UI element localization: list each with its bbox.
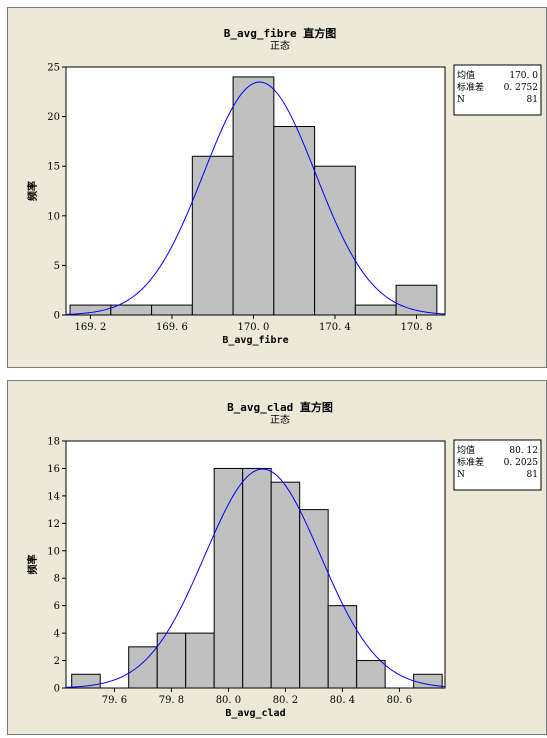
y-tick-label: 0 — [54, 684, 60, 695]
y-axis-label: 频率 — [26, 181, 39, 201]
legend-stat-value: 0. 2025 — [504, 458, 539, 468]
histogram-panel-clad: B_avg_clad 直方图 正态 0 2 4 6 8 10 12 14 16 18 79. 6 79. … — [7, 380, 547, 735]
y-axis-label: 频率 — [26, 555, 39, 575]
histogram-bar-9 — [327, 605, 358, 689]
legend-stat-label: N — [457, 470, 465, 480]
y-tick-label: 0 — [54, 311, 60, 322]
legend-box — [453, 64, 542, 116]
histogram-bar-5 — [273, 126, 316, 316]
x-tick-label: 170. 8 — [401, 322, 433, 333]
legend-stat-value: 81 — [527, 95, 538, 105]
histogram-bar-3 — [191, 155, 234, 316]
y-tick-label: 18 — [47, 437, 60, 448]
histogram-bar-5 — [213, 467, 244, 689]
histogram-bar-7 — [270, 481, 301, 689]
x-tick-label: 169. 6 — [156, 322, 188, 333]
normal-curve-line — [65, 468, 446, 688]
histogram-bar-6 — [314, 165, 356, 316]
legend-stat-label: 均值 — [457, 69, 475, 81]
y-tick-label: 16 — [47, 464, 60, 475]
chart-subtitle: 正态 — [270, 39, 290, 52]
legend-box — [453, 439, 542, 491]
histogram-bar-6 — [242, 467, 272, 689]
legend-stat-label: 标准差 — [457, 81, 484, 93]
chart-title: B_avg_fibre 直方图 — [224, 26, 336, 40]
x-tick-label: 79. 8 — [159, 695, 184, 706]
histogram-bar-7 — [354, 304, 397, 316]
x-tick-label: 80. 6 — [387, 695, 412, 706]
y-tick-label: 14 — [47, 491, 60, 502]
x-tick-label: 80. 0 — [216, 695, 241, 706]
histogram-bar-0 — [71, 673, 101, 689]
y-tick-label: 15 — [47, 162, 60, 173]
x-tick-label: 170. 4 — [319, 322, 351, 333]
legend-stat-label: 标准差 — [457, 456, 484, 468]
histogram-bar-2 — [128, 646, 158, 689]
legend-stat-label: N — [457, 95, 465, 105]
histogram-bar-1 — [110, 304, 153, 316]
x-tick-label: 79. 6 — [102, 695, 127, 706]
y-tick-label: 12 — [47, 519, 60, 530]
y-tick-label: 20 — [47, 112, 60, 123]
chart-title: B_avg_clad 直方图 — [227, 400, 333, 414]
histogram-bar-8 — [299, 509, 329, 689]
normal-curve-line — [65, 81, 446, 315]
y-tick-label: 6 — [54, 601, 60, 612]
histogram-panel-fibre: B_avg_fibre 直方图 正态 0 5 10 15 20 25 169. 2 169. 6 1… — [7, 7, 547, 368]
legend-stat-value: 170. 0 — [509, 71, 538, 81]
histogram-bar-4 — [185, 632, 215, 689]
x-tick-label: 80. 2 — [273, 695, 298, 706]
y-tick-label: 10 — [47, 211, 60, 222]
legend-stat-label: 均值 — [457, 444, 475, 456]
x-tick-label: 169. 2 — [75, 322, 107, 333]
legend-stat-value: 0. 2752 — [504, 83, 538, 93]
y-tick-label: 25 — [47, 63, 60, 74]
y-tick-label: 2 — [54, 656, 60, 667]
legend-stat-value: 80. 12 — [509, 446, 538, 456]
histogram-bar-4 — [232, 76, 275, 316]
y-tick-label: 10 — [47, 546, 60, 557]
x-tick-label: 80. 4 — [330, 695, 355, 706]
y-tick-label: 5 — [54, 261, 60, 272]
x-axis-label: B_avg_fibre — [222, 334, 288, 346]
chart-subtitle: 正态 — [270, 413, 290, 426]
histogram-bar-2 — [151, 304, 193, 316]
x-tick-label: 170. 0 — [238, 322, 270, 333]
y-tick-label: 4 — [54, 629, 60, 640]
histogram-bar-10 — [356, 660, 386, 689]
y-tick-label: 8 — [54, 574, 60, 585]
legend-stat-value: 81 — [527, 470, 538, 480]
histogram-bar-3 — [156, 632, 187, 689]
x-axis-label: B_avg_clad — [225, 708, 285, 719]
